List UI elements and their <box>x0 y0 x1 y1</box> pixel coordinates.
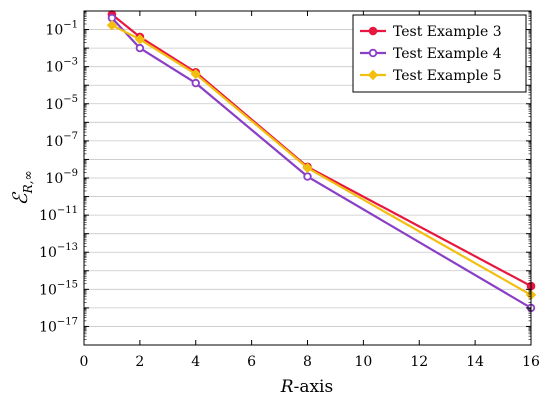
legend: Test Example 3 Test Example 4 Test Example… <box>352 14 527 93</box>
y-tick-label: 10−17 <box>39 316 78 335</box>
y-tick-label: 10−5 <box>45 94 78 113</box>
legend-item: Test Example 5 <box>360 68 502 84</box>
svg-text:ℰR,∞: ℰR,∞ <box>8 171 35 206</box>
legend-label: Test Example 4 <box>393 46 502 62</box>
legend-label: Test Example 3 <box>393 24 502 40</box>
x-tick-label: 16 <box>522 354 540 370</box>
x-tick-label: 0 <box>80 354 89 370</box>
x-tick-label: 10 <box>354 354 372 370</box>
data-point <box>191 78 200 88</box>
data-point <box>190 68 201 80</box>
series-layer <box>106 10 537 313</box>
data-point <box>135 43 145 53</box>
x-tick-label: 4 <box>191 354 200 370</box>
legend-marker <box>368 48 378 58</box>
data-point <box>302 162 313 174</box>
x-tick-label: 8 <box>303 354 312 370</box>
legend-marker <box>367 69 379 81</box>
y-tick-label: 10−3 <box>45 57 78 76</box>
y-tick-label: 10−1 <box>45 20 78 39</box>
x-tick-label: 6 <box>247 354 256 370</box>
data-point <box>303 172 312 181</box>
y-tick-label: 10−7 <box>45 131 78 150</box>
y-tick-label: 10−9 <box>45 168 78 187</box>
grid <box>84 10 531 346</box>
ticks: 10−1 10−3 10−5 10−7 10−9 10−11 10−13 10−15 10−17… <box>39 10 540 370</box>
y-tick-label: 10−11 <box>39 205 78 224</box>
x-tick-label: 2 <box>135 354 144 370</box>
legend-label: Test Example 5 <box>393 68 502 84</box>
x-axis-label: R-axis <box>280 377 333 397</box>
series-3 <box>106 20 537 301</box>
x-tick-label: 12 <box>410 354 428 370</box>
legend-item: Test Example 4 <box>360 46 502 62</box>
legend-item: Test Example 3 <box>360 24 502 40</box>
y-axis-label: ℰR,∞ <box>8 171 35 206</box>
data-point <box>134 34 146 45</box>
data-point <box>106 20 118 31</box>
legend-marker <box>368 26 378 36</box>
y-tick-label: 10−13 <box>39 242 78 261</box>
x-tick-label: 14 <box>466 354 484 370</box>
y-tick-label: 10−15 <box>39 279 78 298</box>
